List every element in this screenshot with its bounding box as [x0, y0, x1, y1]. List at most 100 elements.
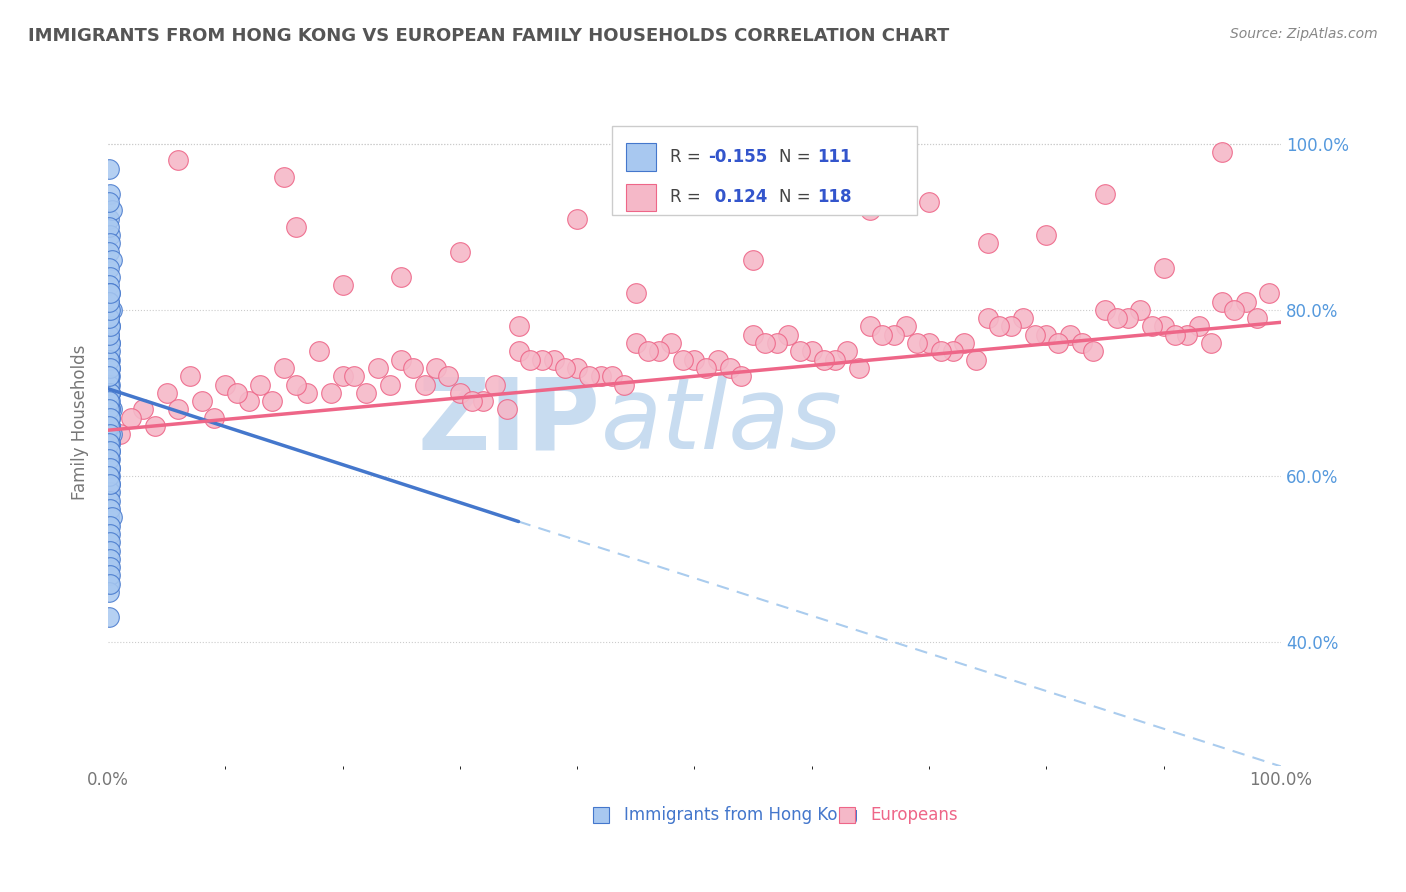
Point: [98, 435, 121, 450]
Point: [100, 253, 122, 268]
Point: [191, 394, 214, 409]
Point: [98, 427, 121, 442]
Point: [402, 361, 425, 376]
Point: [98, 585, 121, 599]
Point: [98, 444, 121, 458]
Point: [98, 477, 121, 491]
Point: [98, 419, 121, 434]
Point: [859, 319, 882, 334]
Point: [284, 377, 307, 392]
Point: [120, 410, 142, 425]
Point: [765, 336, 787, 351]
Text: ZIP: ZIP: [418, 374, 600, 470]
Point: [98, 161, 121, 176]
Point: [98, 377, 121, 392]
Point: [98, 468, 121, 483]
Point: [98, 336, 121, 351]
Point: [378, 377, 401, 392]
Point: [1223, 302, 1246, 317]
Point: [98, 560, 121, 574]
Point: [98, 419, 121, 434]
Point: [98, 468, 121, 483]
Point: [98, 244, 121, 259]
Point: [1140, 319, 1163, 334]
Text: 111: 111: [818, 148, 852, 166]
Point: [1000, 319, 1022, 334]
Point: [98, 427, 121, 442]
Text: -0.155: -0.155: [709, 148, 768, 166]
Text: R =: R =: [669, 188, 706, 206]
Point: [98, 352, 121, 367]
Point: [98, 344, 121, 359]
Point: [953, 336, 976, 351]
Bar: [627, 144, 655, 170]
Point: [519, 352, 541, 367]
Point: [249, 377, 271, 392]
Point: [1070, 336, 1092, 351]
Point: [98, 444, 121, 458]
Point: [98, 402, 121, 417]
Point: [98, 361, 121, 376]
Point: [695, 361, 717, 376]
Point: [98, 294, 121, 309]
Point: [567, 211, 589, 226]
Point: [98, 576, 121, 591]
Point: [226, 385, 249, 400]
Point: [332, 277, 354, 292]
Text: N =: N =: [779, 148, 815, 166]
Point: [98, 535, 121, 549]
Point: [98, 410, 121, 425]
Point: [941, 344, 963, 359]
Point: [683, 352, 706, 367]
Point: [98, 444, 121, 458]
Point: [1035, 228, 1057, 243]
Point: [167, 402, 190, 417]
Point: [98, 610, 121, 624]
Point: [100, 402, 122, 417]
Point: [1234, 294, 1257, 309]
Text: N =: N =: [779, 188, 815, 206]
Point: [977, 311, 1000, 326]
Point: [894, 319, 917, 334]
Point: [354, 385, 377, 400]
Point: [98, 228, 121, 243]
Point: [167, 153, 190, 168]
Point: [98, 319, 121, 334]
Point: [332, 369, 354, 384]
Point: [98, 435, 121, 450]
Point: [508, 344, 530, 359]
Point: [98, 361, 121, 376]
Point: [988, 319, 1011, 334]
Point: [1083, 344, 1105, 359]
Point: [742, 327, 765, 342]
Point: [389, 269, 412, 284]
Point: [789, 344, 811, 359]
Text: atlas: atlas: [600, 374, 842, 470]
Point: [389, 352, 412, 367]
Point: [98, 560, 121, 574]
Point: [98, 510, 121, 524]
Point: [98, 444, 121, 458]
Point: [495, 402, 517, 417]
Point: [98, 518, 121, 533]
Point: [578, 369, 600, 384]
Point: [98, 419, 121, 434]
Point: [98, 477, 121, 491]
Point: [98, 352, 121, 367]
Point: [437, 369, 460, 384]
Point: [742, 253, 765, 268]
Point: [98, 377, 121, 392]
Point: [98, 294, 121, 309]
Point: [98, 493, 121, 508]
Point: [98, 186, 121, 201]
Point: [567, 361, 589, 376]
Point: [98, 219, 121, 234]
Point: [929, 344, 952, 359]
Point: [98, 460, 121, 475]
Point: [718, 361, 741, 376]
Point: [98, 452, 121, 467]
Point: [530, 352, 553, 367]
Point: [98, 452, 121, 467]
Point: [100, 302, 122, 317]
Point: [98, 552, 121, 566]
